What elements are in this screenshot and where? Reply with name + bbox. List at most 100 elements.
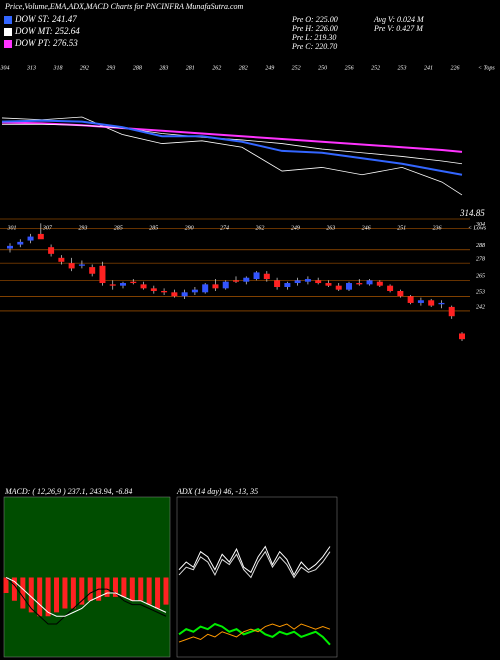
legend-swatch: [4, 40, 12, 48]
macd-bar: [54, 577, 60, 613]
top-label: 250: [318, 65, 327, 71]
candle-body: [346, 283, 352, 290]
stat: Avg V: 0.024 M: [373, 15, 425, 24]
candle-body: [397, 290, 404, 297]
candle-body: [284, 283, 291, 288]
low-label: 236: [433, 225, 442, 231]
y-tick-label: 265: [476, 274, 485, 280]
candle-body: [212, 284, 219, 289]
candle-body: [325, 283, 332, 286]
low-label: 249: [291, 224, 300, 231]
top-label: 262: [212, 65, 221, 71]
stat: Pre V: 0.427 M: [373, 24, 424, 33]
candle-body: [78, 264, 85, 266]
top-label: 283: [159, 65, 168, 71]
candle-body: [222, 281, 229, 289]
candle-body: [7, 245, 13, 249]
stat: Pre L: 219.30: [291, 33, 336, 42]
ema-line: [1, 119, 463, 176]
top-label: 253: [398, 65, 407, 71]
low-label: 263: [326, 225, 335, 231]
candle-body: [161, 290, 168, 293]
macd-bar: [70, 577, 76, 609]
stat: Pre H: 226.00: [291, 24, 338, 33]
top-label: 252: [371, 65, 380, 71]
top-label: 293: [106, 65, 115, 71]
low-label: 246: [362, 224, 371, 231]
lows-note: < Lows: [468, 225, 487, 231]
macd-bar: [138, 577, 144, 601]
candle-body: [140, 284, 147, 289]
low-label: 307: [42, 225, 53, 231]
candle-body: [407, 296, 414, 303]
candle-body: [274, 280, 281, 288]
top-label: 304: [0, 64, 10, 71]
candle-body: [335, 285, 342, 290]
candle-body: [243, 277, 250, 282]
low-label: 251: [397, 225, 406, 231]
candle-body: [27, 236, 34, 241]
low-label: 262: [255, 225, 264, 231]
stat: Pre C: 220.70: [291, 42, 337, 51]
macd-bar: [87, 577, 93, 601]
legend-label: DOW ST: 241.47: [14, 14, 77, 24]
macd-bar: [155, 577, 161, 609]
low-label: 293: [78, 225, 87, 231]
candle-body: [253, 272, 260, 280]
stat: Pre O: 225.00: [291, 15, 338, 24]
top-label: 292: [80, 65, 89, 71]
top-label: 281: [186, 65, 195, 71]
legend-swatch: [4, 28, 12, 36]
macd-line: [5, 577, 167, 625]
candle-body: [89, 267, 96, 274]
macd-bar: [163, 577, 169, 605]
adx-title: ADX (14 day) 46, -13, 35: [176, 487, 258, 496]
macd-bar: [28, 577, 34, 613]
candle-body: [356, 283, 363, 285]
macd-bar: [3, 577, 9, 593]
candle-body: [438, 302, 445, 305]
macd-bar: [37, 577, 43, 617]
candle-body: [376, 281, 383, 286]
candle-body: [459, 333, 465, 340]
top-label: 318: [52, 65, 62, 71]
macd-panel: [3, 496, 171, 658]
candle-body: [181, 292, 188, 297]
low-label: 290: [185, 225, 194, 231]
y-tick-label: 278: [476, 256, 485, 262]
candle-body: [428, 300, 435, 306]
top-label: 241: [424, 64, 433, 71]
price-line: [1, 116, 463, 196]
low-label: 285: [114, 225, 123, 231]
candle-body: [366, 280, 373, 285]
macd-bar: [62, 577, 68, 609]
candle-body: [171, 292, 178, 297]
top-label: 282: [239, 65, 248, 71]
candle-body: [150, 288, 157, 291]
low-label: 274: [220, 224, 229, 231]
low-label: 285: [149, 225, 158, 231]
page-title: Price,Volume,EMA,ADX,MACD Charts for PNC…: [4, 2, 243, 11]
macd-line: [5, 577, 167, 617]
candle-body: [130, 281, 137, 284]
top-label: 256: [345, 65, 354, 71]
low-label: 301: [7, 225, 17, 231]
top-label: 226: [451, 65, 460, 71]
adx-line: [178, 550, 331, 579]
candle-body: [387, 285, 394, 291]
top-label: 313: [26, 65, 36, 71]
candle-body: [315, 280, 322, 284]
top-label: 288: [133, 65, 142, 71]
candle-body: [304, 279, 311, 282]
macd-title: MACD: ( 12,26,9 ) 237.1, 243.94, -6.84: [4, 487, 132, 496]
macd-bar: [20, 577, 26, 609]
macd-bar: [121, 577, 127, 597]
candle-body: [120, 283, 126, 286]
candle-body: [48, 247, 55, 254]
macd-bar: [104, 577, 110, 597]
legend-swatch: [4, 16, 12, 24]
last-label: 314.85: [459, 208, 485, 218]
candle-body: [263, 273, 270, 280]
y-tick-label: 242: [476, 303, 485, 310]
